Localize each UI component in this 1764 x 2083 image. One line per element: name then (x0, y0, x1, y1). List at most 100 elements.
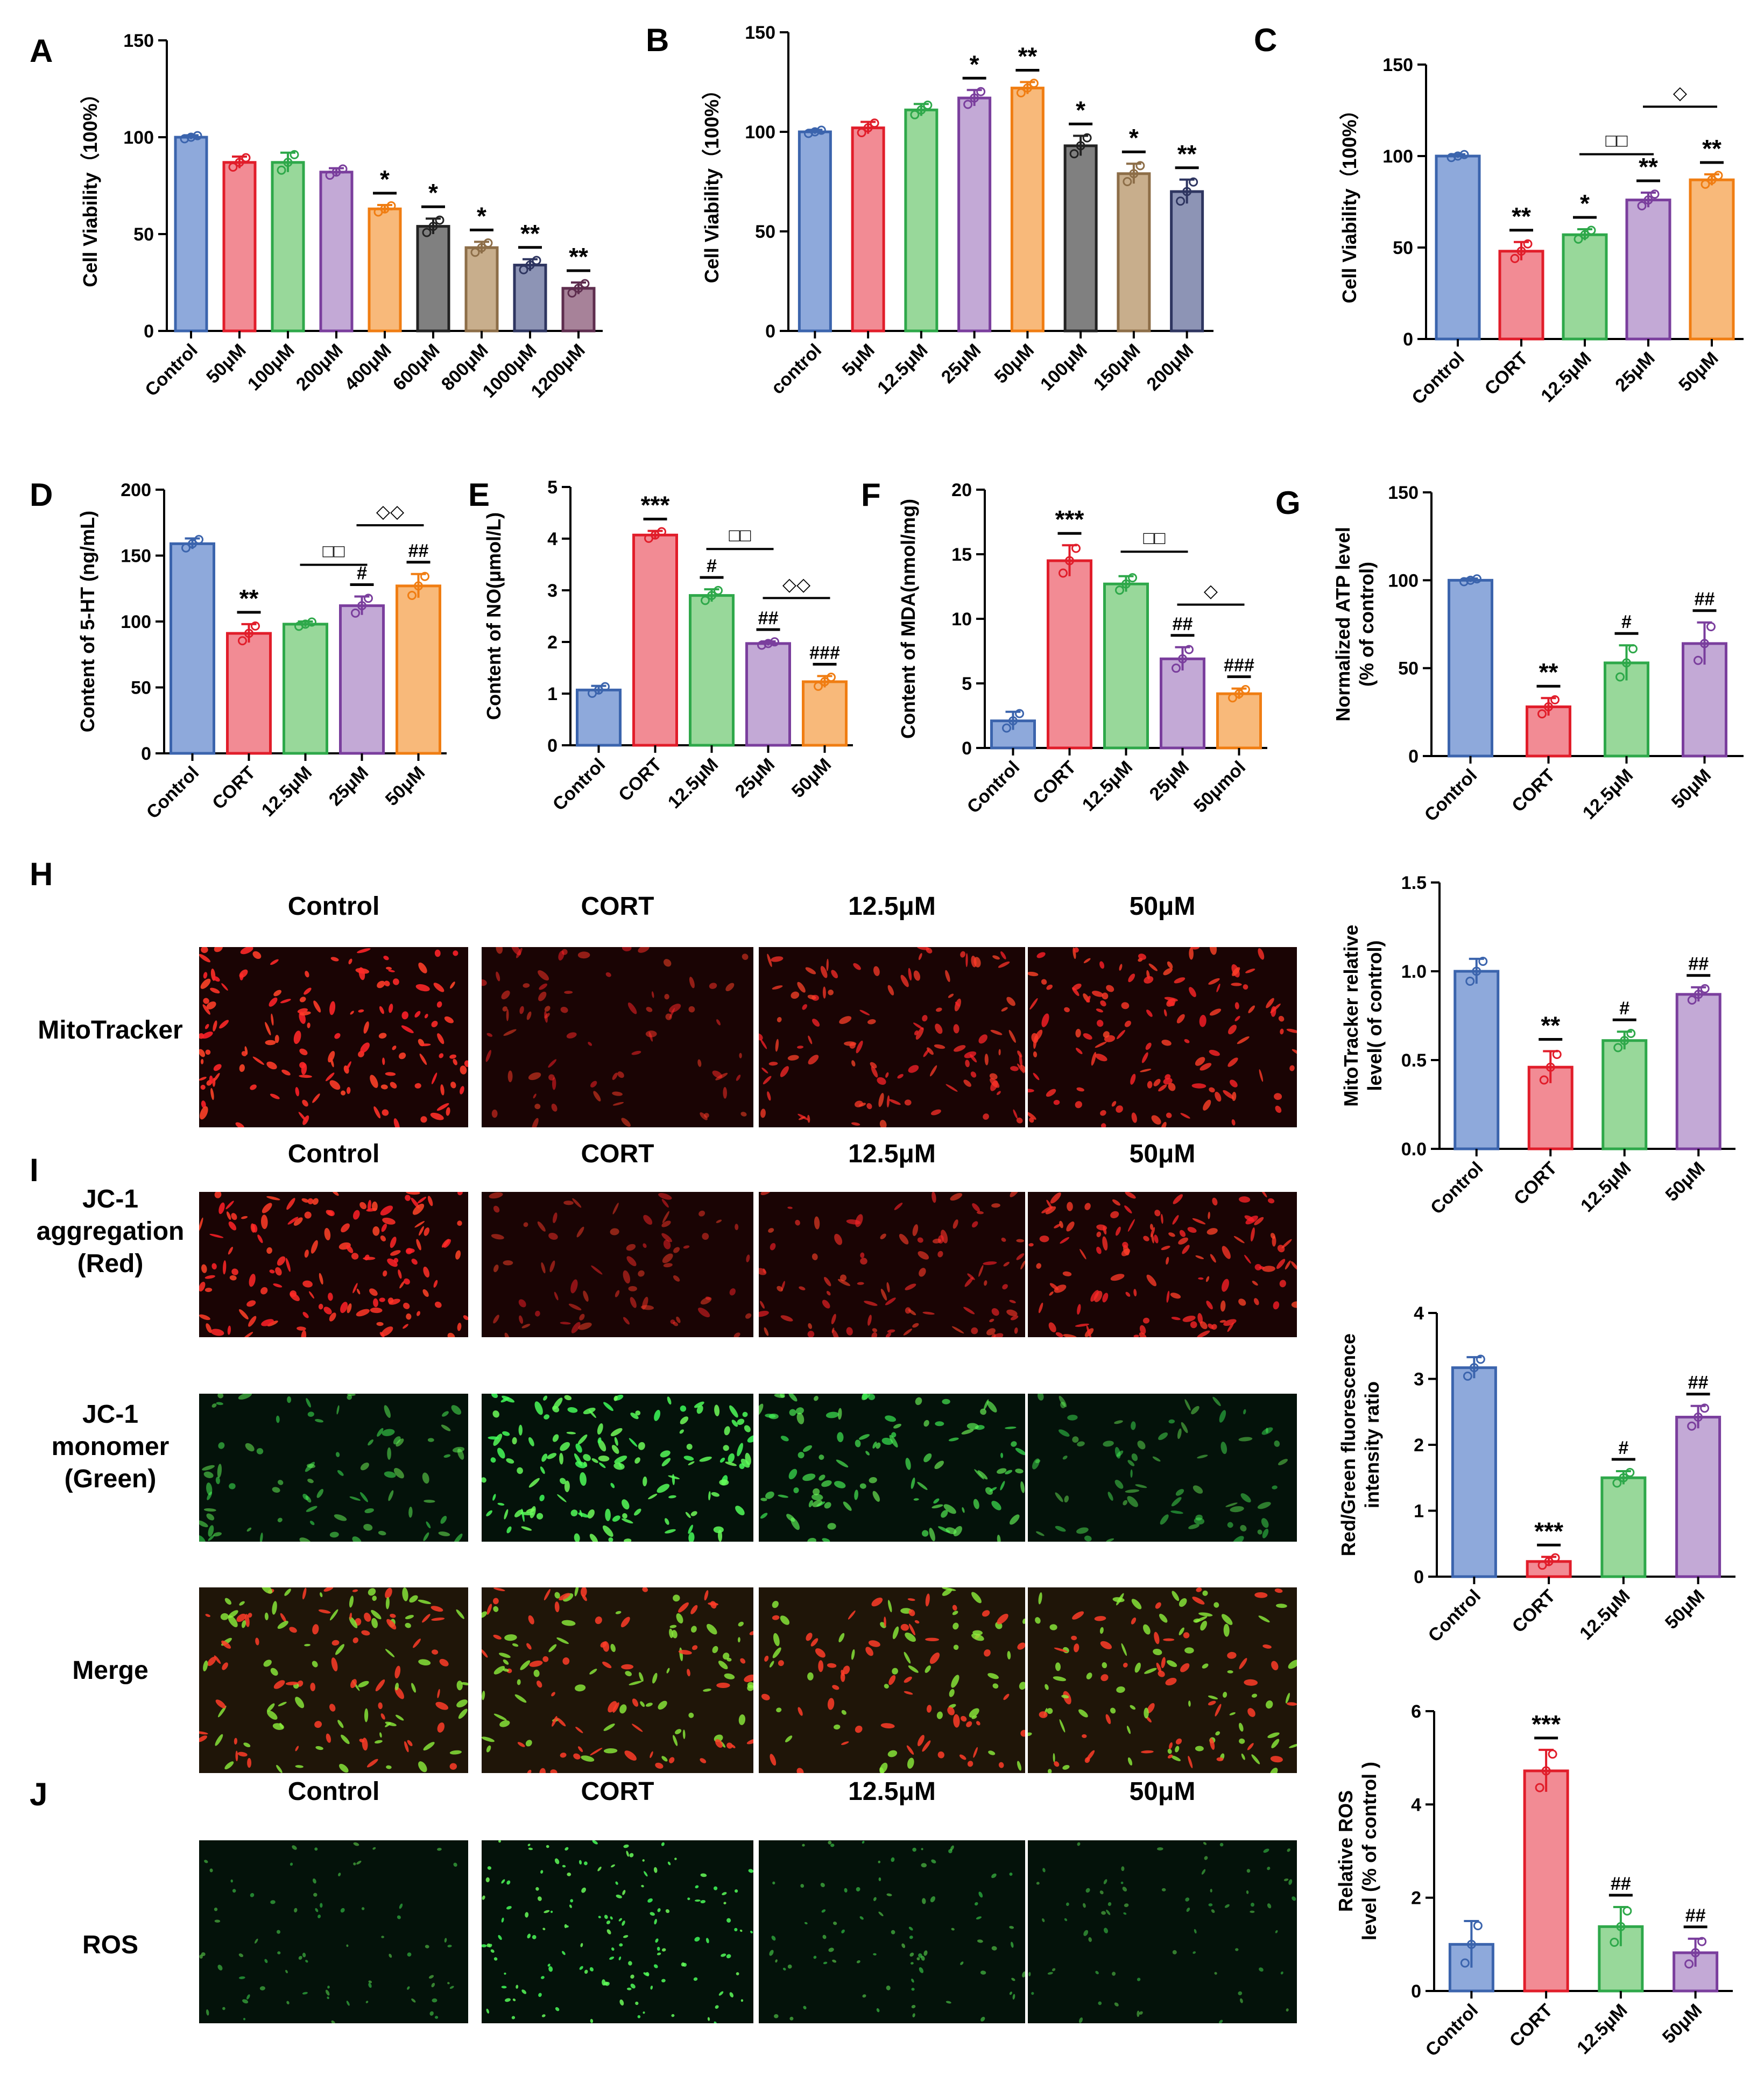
cell-blob (1016, 1253, 1025, 1260)
cell-blob (1197, 1330, 1210, 1337)
cell-blob (583, 1861, 588, 1866)
cell-blob (1287, 1848, 1290, 1852)
cell-blob (261, 1319, 274, 1326)
cell-blob (623, 1844, 629, 1848)
cell-blob (375, 1740, 383, 1744)
cell-blob (619, 1704, 627, 1714)
cell-blob (432, 1998, 438, 2003)
cell-blob (953, 1644, 959, 1650)
cell-blob (511, 947, 521, 956)
cell-blob (1270, 1004, 1281, 1013)
cell-blob (630, 1983, 636, 1989)
cell-blob (1165, 1678, 1177, 1686)
cell-blob (1195, 1514, 1203, 1521)
cell-blob (989, 1073, 998, 1080)
cell-blob (1237, 1036, 1250, 1044)
cell-blob (616, 1894, 622, 1898)
cell-blob (834, 1233, 843, 1245)
cell-blob (1005, 1427, 1017, 1429)
cell-blob (379, 1006, 384, 1014)
cell-blob (298, 1955, 302, 1960)
cell-blob (1047, 1708, 1053, 1714)
cell-blob (551, 1104, 558, 1112)
cell-blob (526, 1643, 532, 1650)
cell-blob (630, 1974, 634, 1979)
cell-blob (1102, 1236, 1108, 1251)
cell-blob (688, 1532, 695, 1542)
cell-blob (905, 1283, 916, 1290)
cell-blob (1267, 1867, 1271, 1870)
data-point (532, 256, 541, 265)
cell-blob (1144, 976, 1154, 984)
cell-blob (504, 1998, 511, 2002)
cell-blob (917, 1481, 928, 1490)
cell-blob (627, 1002, 637, 1014)
data-point (1228, 693, 1237, 703)
cell-blob (328, 1293, 333, 1301)
cell-blob (723, 1087, 728, 1099)
data-point (1619, 1473, 1628, 1482)
cell-blob (1190, 1321, 1197, 1329)
cell-blob (991, 1873, 997, 1879)
cell-blob (437, 1847, 442, 1851)
cell-blob (329, 1531, 339, 1538)
cell-blob (1238, 1722, 1244, 1732)
cell-blob (1126, 1726, 1131, 1734)
cell-blob (407, 1740, 413, 1746)
cell-blob (528, 1615, 534, 1625)
data-point (1466, 1939, 1476, 1949)
cell-blob (304, 1249, 309, 1258)
cell-blob (1231, 1119, 1236, 1126)
cell-blob (667, 1861, 671, 1866)
cell-blob (679, 1429, 684, 1434)
data-point (283, 158, 293, 167)
micrograph-column-header: CORT (581, 1777, 654, 1806)
cell-blob (564, 1924, 567, 1929)
cell-blob (1130, 1074, 1136, 1085)
bracket-label: □□ (322, 541, 345, 562)
cell-blob (676, 1316, 681, 1323)
cell-blob (257, 1234, 263, 1244)
cell-blob (564, 1480, 570, 1492)
bar-b-2 (904, 108, 939, 333)
cell-blob (893, 1423, 901, 1429)
cell-blob (917, 1237, 923, 1243)
data-point (1123, 177, 1132, 186)
cell-blob (916, 1957, 920, 1961)
cell-blob (559, 1593, 570, 1601)
cell-blob (346, 1087, 351, 1094)
cell-blob (1191, 1406, 1199, 1415)
cell-blob (733, 1332, 740, 1337)
cell-blob (546, 1845, 549, 1848)
data-point (181, 543, 190, 553)
data-point (1586, 225, 1596, 235)
cell-blob (266, 1061, 277, 1070)
cell-blob (396, 1438, 404, 1447)
cell-blob (668, 1495, 676, 1499)
cell-blob (575, 1726, 583, 1733)
cell-blob (812, 1494, 823, 1501)
bar-d-1 (226, 632, 272, 755)
cell-blob (945, 970, 950, 983)
cell-blob (590, 1081, 597, 1088)
cell-blob (1147, 1081, 1153, 1089)
cell-blob (1231, 983, 1242, 986)
cell-blob (1239, 1196, 1251, 1203)
cell-blob (650, 1751, 653, 1759)
cell-blob (927, 1047, 934, 1055)
cell-blob (918, 1251, 929, 1260)
cell-blob (990, 1078, 1000, 1088)
cell-blob (982, 1610, 990, 1617)
cell-blob (299, 1075, 312, 1078)
cell-blob (718, 1661, 728, 1670)
cell-blob (985, 1487, 993, 1495)
significance-mark: ** (1512, 202, 1531, 230)
cell-blob (775, 1039, 779, 1052)
data-point (1065, 556, 1074, 566)
cell-blob (646, 1972, 650, 1976)
cell-blob (980, 1971, 986, 1975)
cell-blob (387, 1258, 398, 1267)
cell-blob (828, 990, 834, 995)
cell-blob (1167, 1754, 1173, 1759)
cell-blob (772, 1647, 781, 1658)
